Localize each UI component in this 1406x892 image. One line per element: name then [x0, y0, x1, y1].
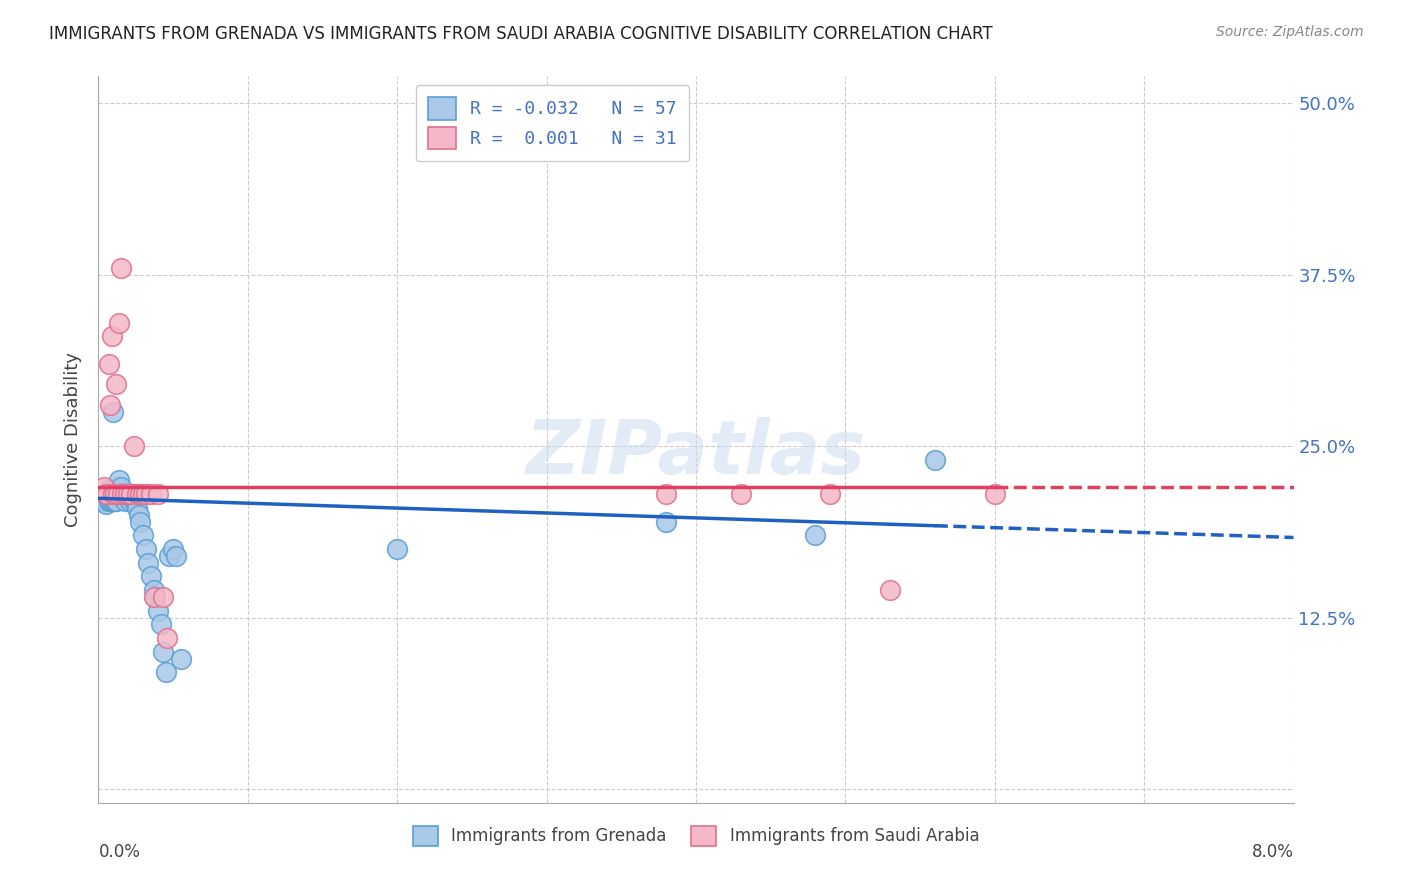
Point — [127, 487, 149, 501]
Point — [127, 500, 149, 515]
Text: Source: ZipAtlas.com: Source: ZipAtlas.com — [1216, 25, 1364, 39]
Point — [94, 494, 117, 508]
Point — [97, 494, 120, 508]
Point — [820, 487, 842, 501]
Point — [117, 487, 139, 501]
Point — [142, 583, 165, 598]
Point — [98, 494, 122, 508]
Point — [97, 483, 120, 497]
Point — [98, 491, 122, 506]
Point — [103, 494, 125, 508]
Y-axis label: Cognitive Disability: Cognitive Disability — [65, 351, 83, 527]
Point — [112, 487, 135, 501]
Point — [114, 487, 136, 501]
Point — [105, 487, 128, 501]
Point — [135, 542, 157, 557]
Point — [165, 549, 187, 563]
Point — [150, 617, 173, 632]
Point — [110, 487, 132, 501]
Point — [94, 487, 117, 501]
Point — [111, 487, 134, 501]
Point — [105, 377, 128, 392]
Point — [655, 515, 678, 529]
Point — [120, 487, 142, 501]
Point — [105, 494, 128, 508]
Point — [104, 494, 127, 508]
Point — [125, 494, 148, 508]
Point — [104, 487, 127, 501]
Point — [655, 487, 678, 501]
Legend: Immigrants from Grenada, Immigrants from Saudi Arabia: Immigrants from Grenada, Immigrants from… — [406, 819, 986, 853]
Point — [110, 260, 132, 275]
Point — [107, 487, 129, 501]
Point — [108, 316, 131, 330]
Point — [162, 542, 184, 557]
Point — [155, 665, 177, 680]
Point — [103, 405, 125, 419]
Point — [143, 590, 166, 604]
Point — [101, 487, 124, 501]
Point — [103, 487, 125, 501]
Point — [114, 487, 136, 501]
Text: 8.0%: 8.0% — [1251, 843, 1294, 861]
Point — [139, 487, 162, 501]
Text: ZIPatlas: ZIPatlas — [526, 417, 866, 491]
Point — [148, 487, 170, 501]
Point — [385, 542, 409, 557]
Point — [879, 583, 901, 598]
Point — [148, 604, 170, 618]
Point — [107, 480, 129, 494]
Point — [128, 508, 150, 522]
Point — [107, 487, 129, 501]
Point — [97, 357, 120, 371]
Point — [114, 494, 136, 508]
Point — [104, 487, 127, 501]
Point — [91, 494, 114, 508]
Point — [124, 439, 146, 453]
Point — [98, 398, 122, 412]
Point — [984, 487, 1007, 501]
Point — [132, 528, 155, 542]
Point — [93, 491, 115, 506]
Point — [118, 494, 141, 508]
Point — [129, 515, 152, 529]
Point — [124, 494, 146, 508]
Point — [111, 487, 134, 501]
Point — [142, 590, 165, 604]
Point — [132, 487, 155, 501]
Point — [94, 497, 117, 511]
Point — [156, 631, 179, 645]
Point — [115, 487, 138, 501]
Point — [117, 487, 139, 501]
Point — [152, 590, 174, 604]
Point — [101, 494, 124, 508]
Point — [108, 487, 131, 501]
Point — [139, 569, 162, 583]
Point — [96, 487, 118, 501]
Point — [730, 487, 752, 501]
Point — [108, 474, 131, 488]
Point — [96, 487, 118, 501]
Point — [121, 487, 143, 501]
Point — [110, 480, 132, 494]
Point — [135, 487, 157, 501]
Point — [103, 487, 125, 501]
Point — [101, 329, 124, 343]
Point — [129, 487, 152, 501]
Text: IMMIGRANTS FROM GRENADA VS IMMIGRANTS FROM SAUDI ARABIA COGNITIVE DISABILITY COR: IMMIGRANTS FROM GRENADA VS IMMIGRANTS FR… — [49, 25, 993, 43]
Point — [169, 652, 191, 666]
Point — [804, 528, 827, 542]
Point — [136, 556, 159, 570]
Text: 0.0%: 0.0% — [98, 843, 141, 861]
Point — [120, 487, 142, 501]
Point — [157, 549, 180, 563]
Point — [93, 480, 115, 494]
Point — [98, 487, 122, 501]
Point — [152, 645, 174, 659]
Point — [924, 453, 946, 467]
